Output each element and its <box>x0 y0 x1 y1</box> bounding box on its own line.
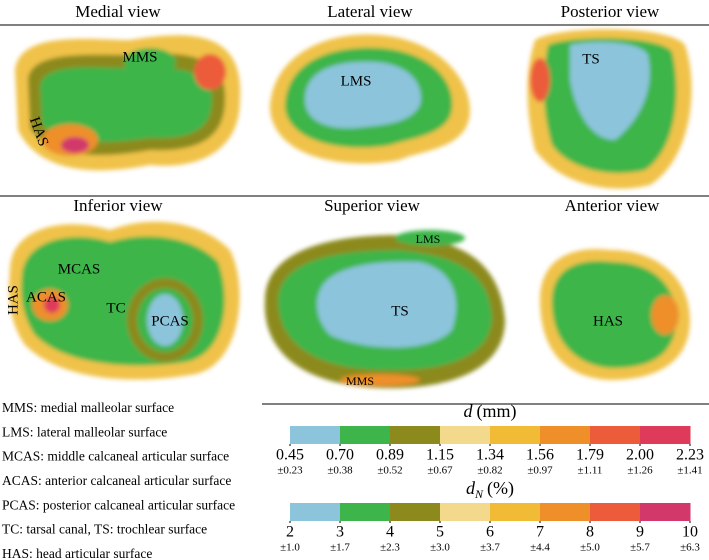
colorbar-segment <box>390 503 441 521</box>
colorbar-segment <box>590 426 641 444</box>
abbreviation: TC: tarsal canal, TS: trochlear surface <box>2 522 207 537</box>
colorbar-title: d (mm) <box>464 401 517 422</box>
symbol: d <box>466 478 476 498</box>
inferior-render <box>9 221 240 380</box>
view-title: Medial view <box>75 2 161 21</box>
tick-label: 4 <box>386 524 394 541</box>
abbreviation: ACAS: anterior calcaneal articular surfa… <box>2 473 231 488</box>
tick-label: 6 <box>486 524 494 541</box>
colorbar-segment <box>340 503 391 521</box>
tick-sublabel: ±2.3 <box>380 542 400 554</box>
abbreviation: MCAS: middle calcaneal articular surface <box>2 449 229 464</box>
colorbar-segment <box>290 503 341 521</box>
superior-render <box>264 230 505 389</box>
medial-render <box>15 35 241 171</box>
surface-label: MMS <box>346 374 374 388</box>
tick-label: 0.70 <box>326 447 354 464</box>
colorbar-segment <box>540 503 591 521</box>
tick-sublabel: ±0.67 <box>427 465 453 477</box>
colorbar-segment <box>540 426 591 444</box>
colorbar-segment <box>490 426 541 444</box>
tick-label: 10 <box>682 524 698 541</box>
view-title: Inferior view <box>73 196 163 215</box>
tick-sublabel: ±5.7 <box>630 542 650 554</box>
tick-sublabel: ±1.41 <box>677 465 702 477</box>
unit: (%) <box>487 478 514 499</box>
tick-sublabel: ±1.7 <box>330 542 350 554</box>
tick-label: 3 <box>336 524 344 541</box>
abbreviation: HAS: head articular surface <box>2 546 152 560</box>
unit: (mm) <box>477 401 517 422</box>
tick-label: 1.79 <box>576 447 604 464</box>
colorbars: d (mm)0.45±0.230.70±0.380.89±0.521.15±0.6… <box>276 401 704 553</box>
tick-label: 8 <box>586 524 594 541</box>
surface-label: HAS <box>593 313 623 329</box>
tick-label: 2.00 <box>626 447 654 464</box>
tick-sublabel: ±0.82 <box>477 465 502 477</box>
colorbar-segment <box>590 503 641 521</box>
tick-label: 2.23 <box>676 447 704 464</box>
tick-sublabel: ±3.7 <box>480 542 500 554</box>
tick-sublabel: ±1.0 <box>280 542 300 554</box>
surface-label: MCAS <box>58 261 101 277</box>
tick-sublabel: ±0.38 <box>327 465 353 477</box>
tick-sublabel: ±1.26 <box>627 465 653 477</box>
tick-sublabel: ±0.52 <box>377 465 402 477</box>
surface-label: MMS <box>122 49 157 65</box>
abbreviation-list: MMS: medial malleolar surface LMS: latera… <box>2 400 235 560</box>
abbreviation: LMS: lateral malleolar surface <box>2 424 167 439</box>
tick-label: 7 <box>536 524 544 541</box>
colorbar-segment <box>490 503 541 521</box>
colorbar-segment <box>640 503 691 521</box>
tick-label: 0.45 <box>276 447 304 464</box>
tick-sublabel: ±0.97 <box>527 465 553 477</box>
colorbar-title: dN (%) <box>466 478 514 501</box>
surface-label: LMS <box>416 232 441 246</box>
abbreviation: MMS: medial malleolar surface <box>2 400 174 415</box>
surface-label: TS <box>391 303 409 319</box>
colorbar-segment <box>290 426 341 444</box>
colorbar-segment <box>440 503 491 521</box>
surface-label: ACAS <box>26 289 66 305</box>
colorbar-segment <box>340 426 391 444</box>
surface-label: TS <box>582 51 600 67</box>
surface-label: LMS <box>341 73 372 89</box>
tick-sublabel: ±1.11 <box>578 465 603 477</box>
tick-label: 1.56 <box>526 447 554 464</box>
view-title: Posterior view <box>561 2 660 21</box>
view-title: Anterior view <box>565 196 661 215</box>
surface-label: HAS <box>5 285 21 315</box>
tick-sublabel: ±6.3 <box>680 542 700 554</box>
surface-label: TC <box>106 300 125 316</box>
symbol: d <box>464 401 474 421</box>
anterior-render <box>540 249 690 380</box>
abbreviation: PCAS: posterior calcaneal articular surf… <box>2 497 235 512</box>
view-title: Lateral view <box>327 2 413 21</box>
tick-sublabel: ±0.23 <box>277 465 303 477</box>
surface-label: PCAS <box>151 313 189 329</box>
tick-sublabel: ±5.0 <box>580 542 600 554</box>
tick-sublabel: ±3.0 <box>430 542 450 554</box>
tick-label: 1.15 <box>426 447 454 464</box>
colorbar-segment <box>390 426 441 444</box>
tick-label: 9 <box>636 524 644 541</box>
colorbar-segment <box>640 426 691 444</box>
colorbar-segment <box>440 426 491 444</box>
lateral-render <box>270 34 470 164</box>
tick-label: 1.34 <box>476 447 504 464</box>
tick-label: 5 <box>436 524 444 541</box>
tick-sublabel: ±4.4 <box>530 542 550 554</box>
view-title: Superior view <box>324 196 421 215</box>
tick-label: 2 <box>286 524 294 541</box>
posterior-render <box>527 29 692 189</box>
subscript: N <box>474 487 484 501</box>
tick-label: 0.89 <box>376 447 404 464</box>
